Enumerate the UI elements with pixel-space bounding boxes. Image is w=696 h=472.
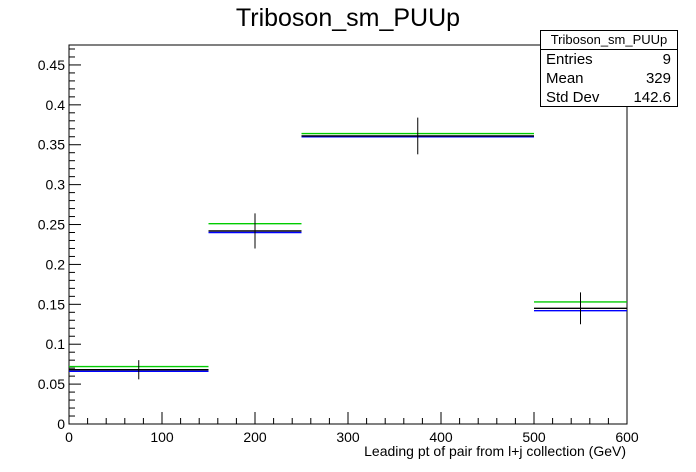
y-tick-label: 0 [57, 416, 65, 432]
y-tick-label: 0.45 [38, 57, 65, 73]
x-tick-label: 0 [65, 429, 73, 445]
y-tick-label: 0.2 [46, 256, 66, 272]
y-tick-label: 0.05 [38, 376, 65, 392]
stats-row-mean: Mean 329 [541, 69, 677, 88]
x-tick-label: 600 [615, 429, 639, 445]
y-tick-label: 0.3 [46, 177, 66, 193]
y-tick-label: 0.4 [46, 97, 66, 113]
stats-entries-label: Entries [546, 51, 593, 68]
x-tick-label: 100 [150, 429, 174, 445]
y-tick-label: 0.1 [46, 336, 66, 352]
y-tick-label: 0.15 [38, 296, 65, 312]
stats-mean-value: 329 [645, 70, 671, 87]
y-tick-label: 0.25 [38, 217, 65, 233]
stats-mean-label: Mean [546, 70, 584, 87]
stats-row-entries: Entries 9 [541, 50, 677, 69]
stats-entries-value: 9 [662, 51, 671, 68]
stats-box-title: Triboson_sm_PUUp [541, 31, 677, 50]
x-tick-label: 200 [243, 429, 267, 445]
x-tick-label: 400 [429, 429, 453, 445]
x-tick-label: 300 [336, 429, 360, 445]
stats-box: Triboson_sm_PUUp Entries 9 Mean 329 Std … [540, 30, 678, 107]
x-axis-label: Leading pt of pair from l+j collection (… [364, 443, 626, 459]
y-tick-label: 0.35 [38, 137, 65, 153]
stats-stddev-value: 142.6 [633, 89, 671, 106]
chart-title: Triboson_sm_PUUp [235, 4, 461, 32]
stats-stddev-label: Std Dev [546, 89, 600, 106]
stats-row-stddev: Std Dev 142.6 [541, 88, 677, 107]
x-tick-label: 500 [522, 429, 546, 445]
